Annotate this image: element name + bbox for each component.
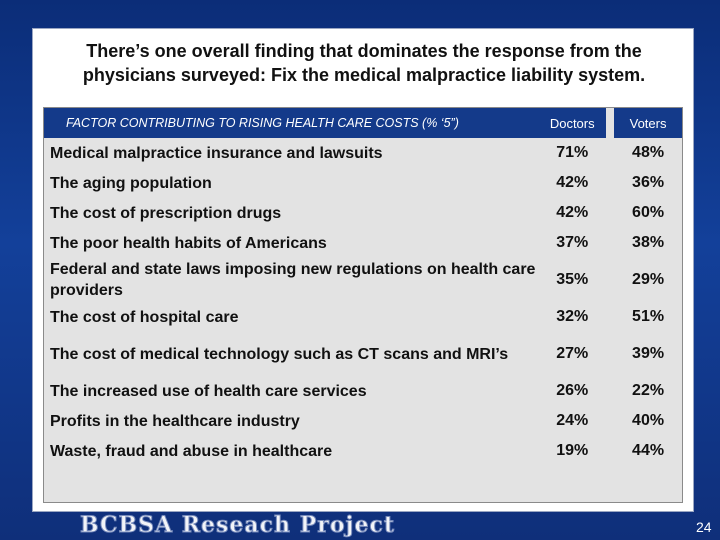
voters-column-header: Voters bbox=[614, 108, 682, 138]
row-label: Profits in the healthcare industry bbox=[50, 412, 300, 430]
results-table-frame: FACTOR CONTRIBUTING TO RISING HEALTH CAR… bbox=[43, 107, 683, 503]
voters-value: 48% bbox=[632, 144, 665, 161]
table-row: Medical malpractice insurance and lawsui… bbox=[44, 138, 682, 168]
column-gap bbox=[606, 108, 615, 138]
table-row: Waste, fraud and abuse in healthcare 19%… bbox=[44, 436, 682, 466]
doctors-value: 19% bbox=[556, 442, 589, 459]
column-gap bbox=[606, 138, 615, 168]
row-label: The increased use of health care service… bbox=[50, 382, 367, 400]
doctors-value: 71% bbox=[556, 144, 589, 161]
doctors-value: 26% bbox=[556, 382, 589, 399]
results-table: FACTOR CONTRIBUTING TO RISING HEALTH CAR… bbox=[44, 108, 682, 466]
column-gap bbox=[606, 436, 615, 466]
column-gap bbox=[606, 168, 615, 198]
voters-value: 29% bbox=[632, 271, 665, 288]
slide-title-line-2: physicians surveyed: Fix the medical mal… bbox=[82, 65, 646, 85]
column-gap bbox=[606, 302, 615, 332]
doctors-value: 35% bbox=[556, 271, 589, 288]
table-row: The increased use of health care service… bbox=[44, 376, 682, 406]
column-gap bbox=[606, 258, 615, 302]
table-header-row: FACTOR CONTRIBUTING TO RISING HEALTH CAR… bbox=[44, 108, 682, 138]
doctors-value: 27% bbox=[556, 345, 589, 362]
row-label: The poor health habits of Americans bbox=[50, 234, 327, 252]
voters-value: 39% bbox=[632, 345, 665, 362]
table-row: Federal and state laws imposing new regu… bbox=[44, 258, 682, 302]
row-label: The cost of prescription drugs bbox=[50, 204, 282, 222]
table-row: The cost of hospital care 32% 51% bbox=[44, 302, 682, 332]
row-label: Waste, fraud and abuse in healthcare bbox=[50, 442, 333, 460]
voters-value: 36% bbox=[632, 174, 665, 191]
row-label: Federal and state laws imposing new regu… bbox=[50, 261, 536, 299]
column-gap bbox=[606, 406, 615, 436]
voters-value: 60% bbox=[632, 204, 665, 221]
voters-value: 51% bbox=[632, 308, 665, 325]
slide-card: There’s one overall finding that dominat… bbox=[32, 28, 694, 512]
doctors-column-header: Doctors bbox=[538, 108, 607, 138]
table-row: The poor health habits of Americans 37% … bbox=[44, 228, 682, 258]
table-row: Profits in the healthcare industry 24% 4… bbox=[44, 406, 682, 436]
column-gap bbox=[606, 228, 615, 258]
row-label: The cost of medical technology such as C… bbox=[50, 345, 509, 363]
column-gap bbox=[606, 376, 615, 406]
doctors-value: 24% bbox=[556, 412, 589, 429]
slide-title: There’s one overall finding that dominat… bbox=[33, 39, 695, 87]
doctors-value: 42% bbox=[556, 174, 589, 191]
page-number: 24 bbox=[696, 519, 712, 535]
row-label: Medical malpractice insurance and lawsui… bbox=[50, 144, 383, 162]
table-row: The cost of medical technology such as C… bbox=[44, 332, 682, 376]
voters-value: 40% bbox=[632, 412, 665, 429]
doctors-value: 37% bbox=[556, 234, 589, 251]
doctors-value: 42% bbox=[556, 204, 589, 221]
table-row: The aging population 42% 36% bbox=[44, 168, 682, 198]
footer-brand: BCBSA Reseach Project bbox=[79, 512, 396, 539]
voters-value: 38% bbox=[632, 234, 665, 251]
factor-column-header: FACTOR CONTRIBUTING TO RISING HEALTH CAR… bbox=[44, 108, 539, 138]
row-label: The cost of hospital care bbox=[50, 308, 239, 326]
row-label: The aging population bbox=[50, 174, 212, 192]
voters-value: 22% bbox=[632, 382, 665, 399]
column-gap bbox=[606, 198, 615, 228]
slide-title-line-1: There’s one overall finding that dominat… bbox=[86, 41, 642, 61]
doctors-value: 32% bbox=[556, 308, 589, 325]
voters-value: 44% bbox=[632, 442, 665, 459]
column-gap bbox=[606, 332, 615, 376]
table-row: The cost of prescription drugs 42% 60% bbox=[44, 198, 682, 228]
